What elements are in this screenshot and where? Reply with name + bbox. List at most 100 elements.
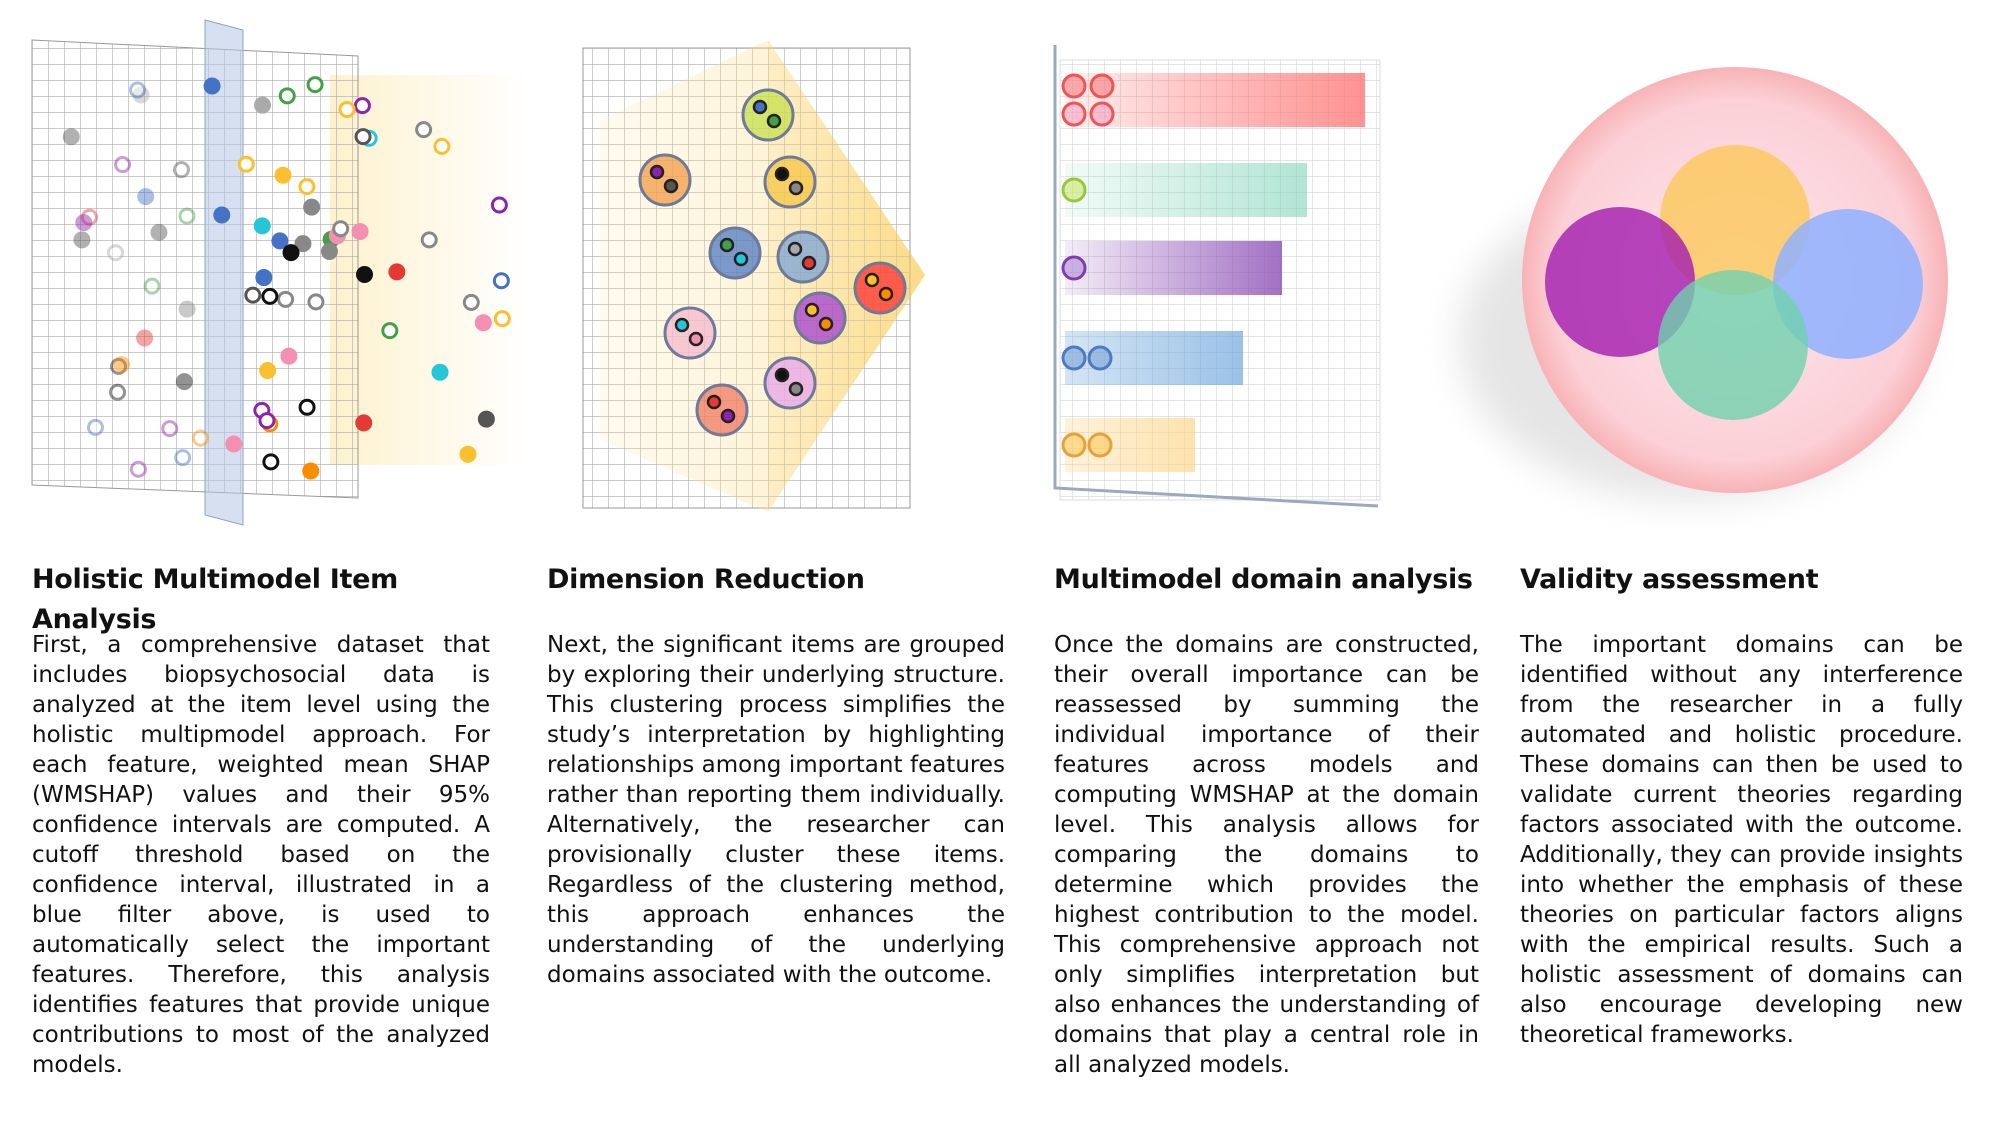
item-dot (788, 381, 804, 397)
cluster (663, 306, 717, 360)
panel-title: Validity assessment (1520, 564, 1819, 595)
item-dot (801, 255, 817, 271)
item-dot (381, 322, 399, 340)
domain-bar (1065, 163, 1307, 217)
item-dot (733, 251, 749, 267)
domain-circle (1545, 207, 1695, 357)
item-dot (1061, 255, 1087, 281)
item-dot (356, 266, 374, 284)
item-dot (415, 121, 433, 139)
item-dot (649, 164, 665, 180)
item-dot (110, 357, 128, 375)
item-dot (332, 220, 350, 238)
item-dot (225, 435, 243, 453)
filter (204, 19, 244, 526)
item-dot (420, 231, 438, 249)
item-dot (298, 398, 316, 416)
panel-text: Next, the significant items are grouped … (547, 632, 1005, 988)
cluster (853, 261, 907, 315)
item-dot (73, 231, 91, 249)
item-dot (1087, 432, 1113, 458)
cluster (763, 356, 817, 410)
item-dot (274, 166, 292, 184)
item-dot (766, 113, 782, 129)
item-dot (864, 272, 880, 288)
panel: Multimodel domain analysis Once the domai… (1054, 560, 1479, 1080)
item-dot (262, 453, 280, 471)
item-dot (462, 293, 480, 311)
item-dot (161, 420, 179, 438)
item-dot (1061, 432, 1087, 458)
cluster (741, 88, 795, 142)
item-dot (143, 277, 161, 295)
item-dot (255, 269, 273, 287)
item-dot (388, 263, 406, 281)
item-dot (172, 161, 190, 179)
domain-bar (1065, 241, 1282, 295)
panel-text: The important domains can be identified … (1520, 632, 1963, 1048)
item-dot (493, 310, 511, 328)
item-dot (752, 99, 768, 115)
item-dot (280, 347, 298, 365)
item-dot (294, 235, 312, 253)
item-dot (114, 156, 132, 174)
item-dot (878, 286, 894, 302)
item-dot (213, 206, 231, 224)
domain-circle (1773, 209, 1923, 359)
item-dot (254, 96, 272, 114)
item-dot (282, 244, 300, 262)
item-dot (719, 237, 735, 253)
item-dot (307, 293, 325, 311)
item-dot (107, 244, 125, 262)
item-dot (1089, 101, 1115, 127)
panel-text: First, a comprehensive dataset that incl… (32, 632, 490, 1078)
item-dot (86, 418, 104, 436)
item-dot (174, 449, 192, 467)
domain-circle (1660, 145, 1810, 295)
arrow (600, 40, 925, 512)
item-dot (258, 412, 276, 430)
item-dot (706, 394, 722, 410)
panel: Dimension Reduction Next, the significant… (547, 560, 1005, 990)
item-dot (787, 241, 803, 257)
item-dot (688, 331, 704, 347)
panel-title: Holistic Multimodel Item Analysis (32, 564, 398, 635)
item-dot (306, 76, 324, 94)
item-dot (474, 314, 492, 332)
item-dot (353, 97, 371, 115)
item-dot (663, 178, 679, 194)
item-dot (237, 155, 255, 173)
item-dot (113, 356, 131, 374)
item-dot (459, 445, 477, 463)
item-dot (674, 317, 690, 333)
panel: Holistic Multimodel Item Analysis First, … (32, 560, 490, 1080)
item-dot (129, 81, 147, 99)
item-dot (271, 232, 289, 250)
item-dot (1089, 73, 1115, 99)
item-dot (244, 286, 262, 304)
item-dot (351, 223, 369, 241)
item-dot (277, 290, 295, 308)
item-dot (490, 196, 508, 214)
domain-circle (1658, 270, 1808, 420)
domain-bar (1065, 73, 1365, 127)
item-dot (132, 86, 150, 104)
item-dot (175, 373, 193, 391)
grid (31, 39, 359, 499)
item-dot (203, 77, 221, 95)
item-dot (253, 217, 271, 235)
cluster (638, 153, 692, 207)
item-dot (354, 128, 372, 146)
domain-bar (1065, 418, 1195, 472)
item-dot (492, 272, 510, 290)
item-dot (431, 363, 449, 381)
illustrations (31, 19, 1948, 526)
item-dot (178, 207, 196, 225)
item-dot (62, 128, 80, 146)
item-dot (261, 287, 279, 305)
item-dot (191, 429, 209, 447)
item-dot (1061, 101, 1087, 127)
item-dot (433, 137, 451, 155)
item-dot (788, 180, 804, 196)
